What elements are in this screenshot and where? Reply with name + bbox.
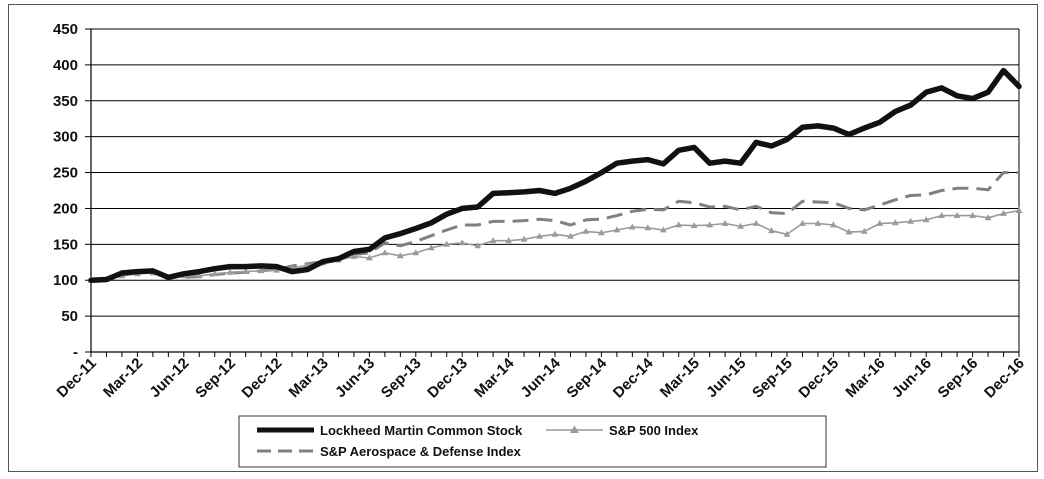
sp500-point — [257, 267, 265, 274]
series-lines — [87, 67, 1023, 283]
legend-box — [238, 415, 827, 468]
x-tick-label: Sep-12 — [192, 355, 239, 402]
sp500-point — [443, 240, 451, 247]
sp500-point — [706, 221, 714, 228]
x-tick-label: Mar-16 — [842, 355, 888, 401]
y-tick-label: - — [73, 344, 78, 361]
sp500-point — [350, 252, 358, 259]
sp500-point — [536, 232, 543, 239]
x-tick-label: Dec-15 — [795, 355, 842, 402]
y-tick-label: 300 — [53, 129, 78, 146]
sp500-point — [690, 222, 698, 229]
series-line-lockheed — [88, 67, 1022, 283]
x-tick-label: Mar-15 — [657, 355, 703, 401]
sp500-point — [242, 268, 250, 274]
sp500-point — [412, 249, 420, 256]
sp500-point — [659, 226, 667, 233]
x-tick-label: Jun-12 — [146, 355, 192, 401]
y-tick-label: 150 — [53, 236, 78, 253]
y-tick-label: 350 — [53, 93, 78, 110]
sp500-point — [366, 254, 373, 261]
x-tick-label: Sep-16 — [935, 355, 982, 402]
y-tick-label: 400 — [53, 57, 78, 74]
legend-marker-sp500 — [570, 425, 579, 433]
sp500-point — [721, 219, 729, 226]
sp500-point — [737, 222, 744, 229]
sp500-point — [938, 212, 946, 218]
sp500-point — [953, 212, 961, 218]
sp500-point — [783, 230, 791, 237]
sp500-point — [814, 219, 822, 226]
sp500-point — [273, 266, 280, 273]
x-tick-label: Mar-13 — [286, 355, 332, 401]
x-tick-label: Mar-12 — [100, 355, 146, 401]
sp500-point — [381, 249, 389, 256]
x-tick-label: Jun-14 — [518, 354, 565, 401]
x-tick-label: Dec-16 — [981, 355, 1028, 402]
sp500-point — [613, 226, 621, 233]
sp500-point — [891, 219, 899, 226]
sp500-point — [628, 223, 636, 230]
x-tick-labels: Dec-11 Mar-12 Jun-12 Sep-12 Dec-12 Mar-13 Jun-… — [54, 354, 1028, 401]
x-tick-label: Dec-11 — [54, 355, 100, 401]
sp500-point — [458, 239, 466, 246]
sp500-point — [922, 216, 930, 223]
sp500-point — [474, 242, 482, 249]
sp500-point — [768, 227, 775, 234]
sp500-point — [551, 230, 559, 237]
legend: Lockheed Martin Common Stock S&P 500 Ind… — [238, 415, 827, 468]
sp500-point — [567, 232, 574, 239]
x-tick-label: Sep-14 — [563, 354, 610, 401]
legend-label-lockheed: Lockheed Martin Common Stock — [320, 423, 523, 438]
sp500-point — [489, 237, 497, 244]
x-tick-label: Jun-13 — [332, 355, 378, 401]
sp500-point — [644, 224, 652, 231]
sp500-point — [752, 219, 760, 226]
sp500-point — [907, 217, 915, 224]
x-tick-label: Jun-16 — [889, 355, 935, 401]
y-tick-labels: - 50 100 150 200 250 300 350 400 450 — [53, 21, 78, 361]
x-tick-label: Sep-15 — [749, 355, 796, 402]
x-tick-label: Dec-12 — [239, 355, 286, 402]
sp500-point — [830, 221, 837, 228]
sp500-point — [211, 270, 219, 277]
x-tick-label: Mar-14 — [471, 354, 518, 401]
sp500-point — [520, 235, 528, 242]
y-tick-label: 100 — [53, 272, 78, 289]
sp500-point — [226, 268, 234, 275]
x-tick-label: Jun-15 — [703, 355, 749, 401]
sp500-point — [427, 244, 435, 251]
line-chart: - 50 100 150 200 250 300 350 400 450 Dec-11 Mar-12… — [53, 21, 1028, 468]
sp500-point — [860, 227, 868, 234]
legend-label-sp500: S&P 500 Index — [609, 423, 699, 438]
y-tick-label: 250 — [53, 165, 78, 182]
sp500-point — [396, 252, 404, 259]
sp500-point — [195, 272, 203, 279]
y-tick-label: 450 — [53, 21, 78, 38]
sp500-point — [505, 237, 512, 244]
sp500-point — [598, 229, 605, 236]
sp500-point — [1015, 207, 1023, 213]
x-tick-label: Sep-13 — [378, 355, 425, 402]
y-tick-label: 50 — [61, 308, 78, 325]
sp500-point — [984, 214, 992, 221]
x-tick-label: Dec-14 — [610, 354, 657, 401]
sp500-point — [876, 219, 884, 226]
sp500-point — [969, 212, 976, 218]
legend-label-aerospace: S&P Aerospace & Defense Index — [320, 444, 522, 459]
chart-frame: - 50 100 150 200 250 300 350 400 450 Dec-11 Mar-12… — [8, 4, 1038, 472]
sp500-point — [845, 228, 853, 235]
x-tick-label: Dec-13 — [424, 355, 471, 402]
sp500-point — [582, 227, 590, 234]
y-tick-label: 200 — [53, 200, 78, 217]
sp500-point — [799, 219, 806, 226]
sp500-point — [675, 221, 683, 228]
sp500-point — [1000, 209, 1007, 216]
